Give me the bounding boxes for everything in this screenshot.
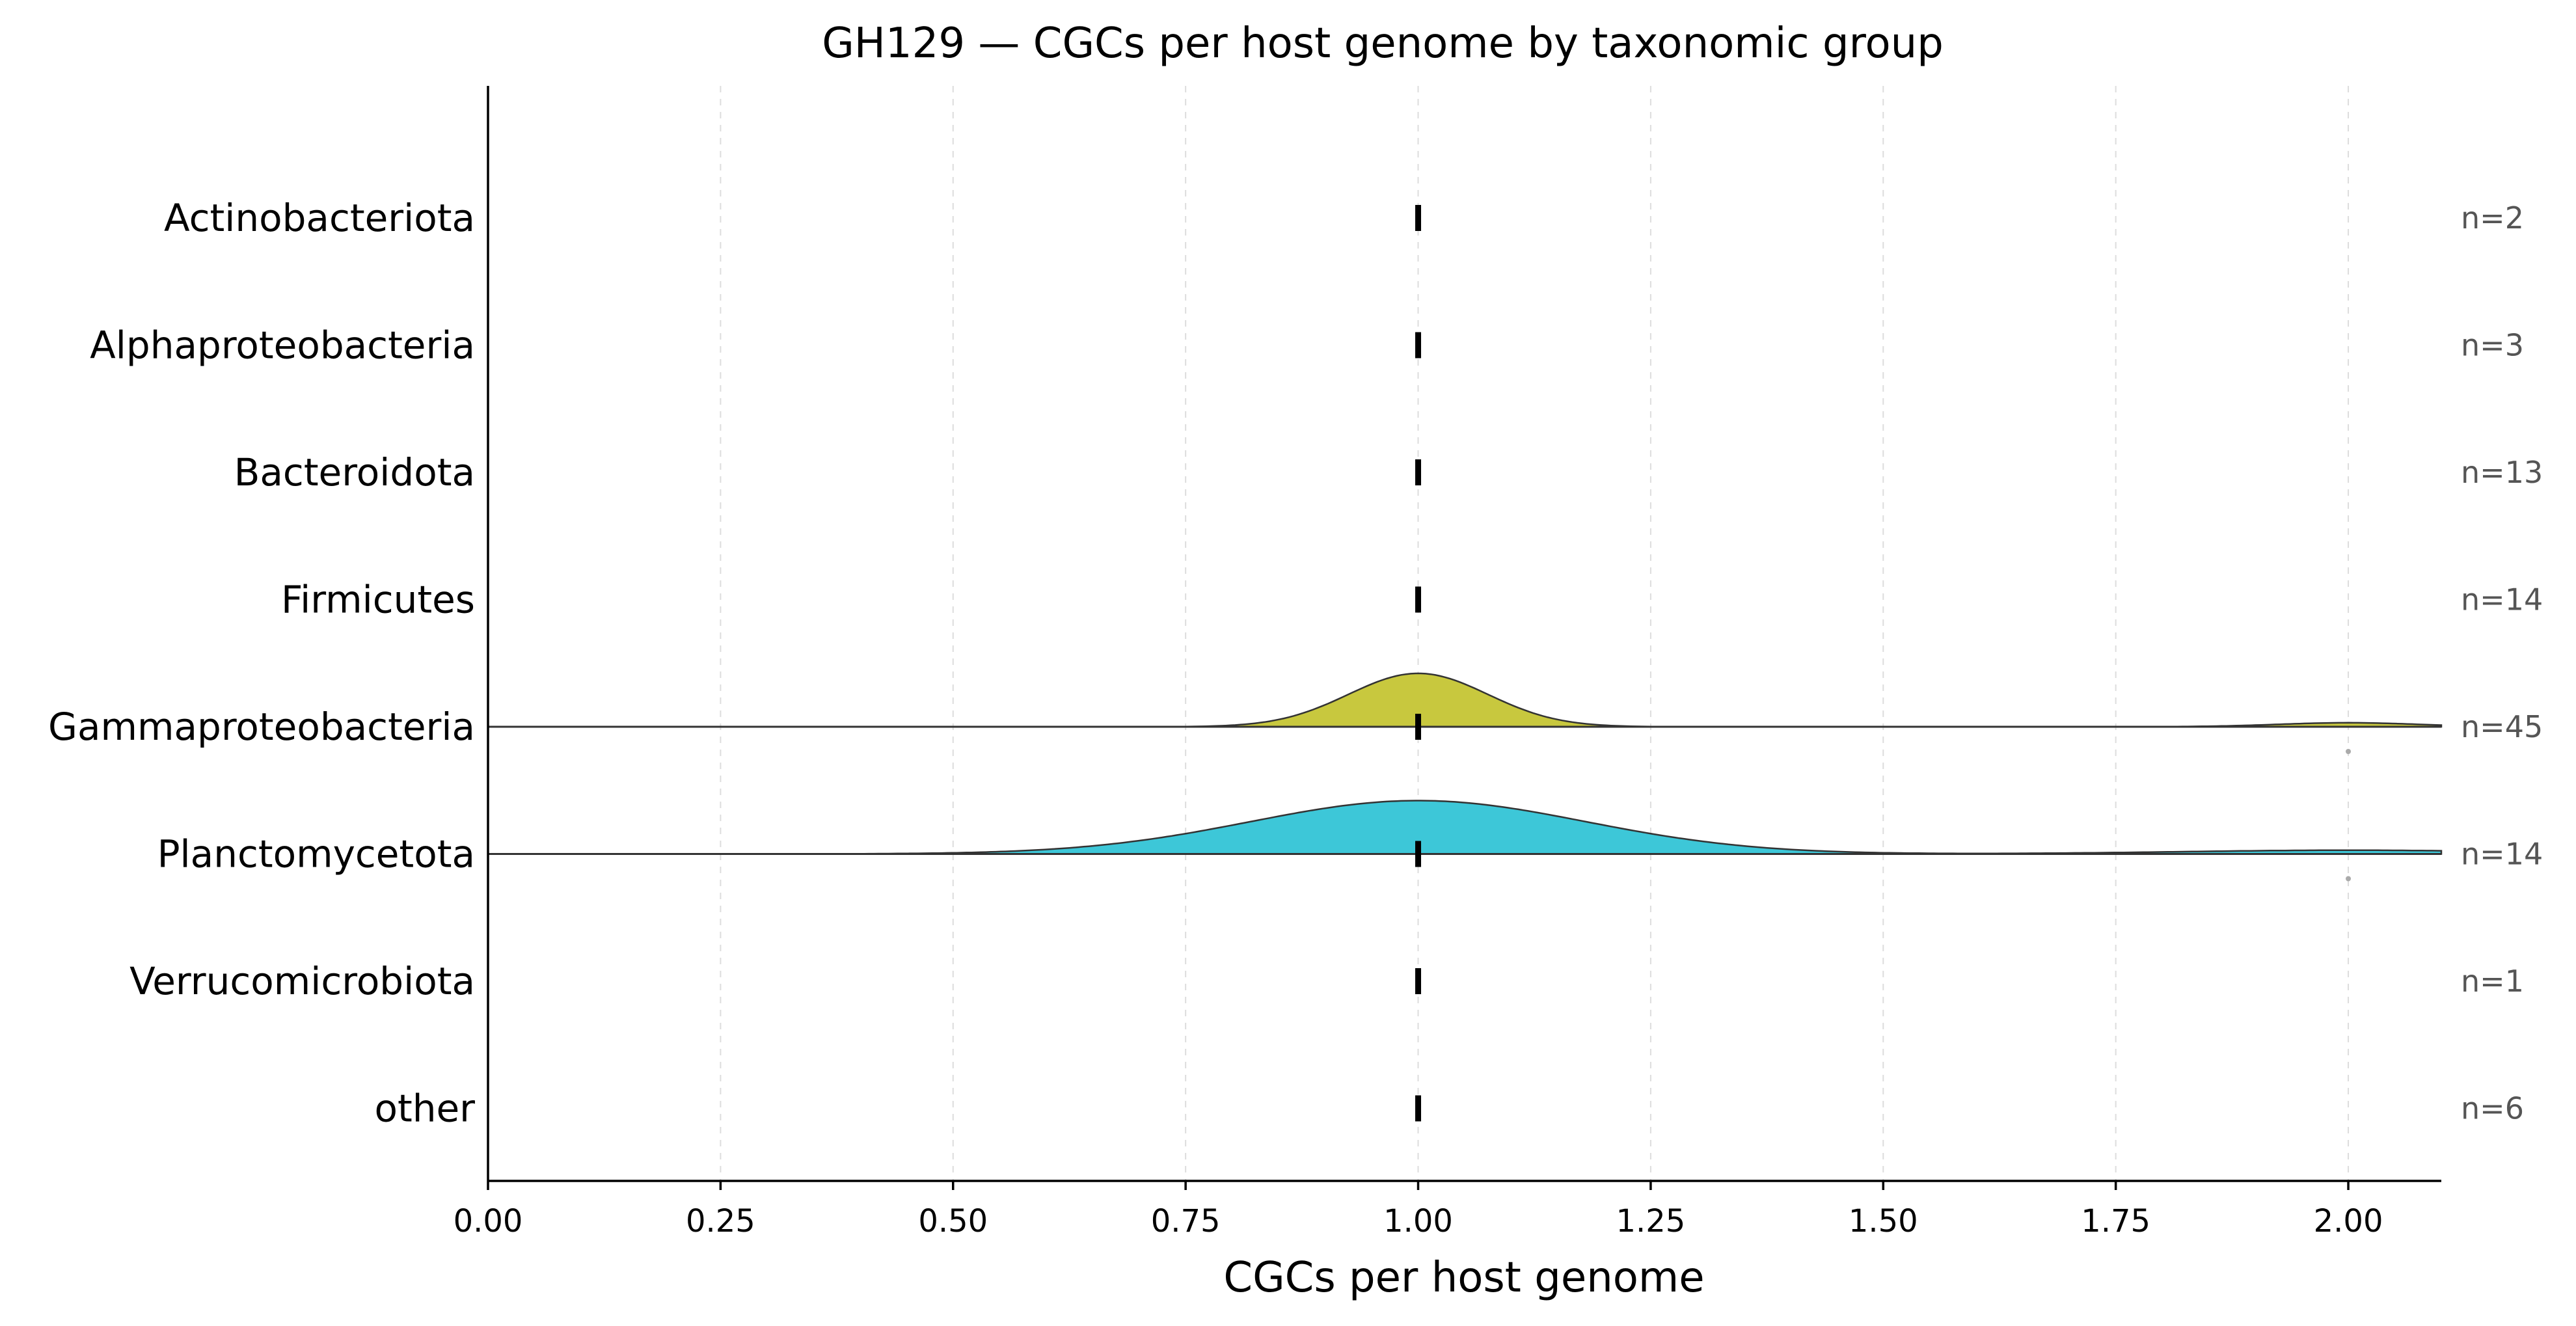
category-labels: Actinobacteriota Alphaproteobacteria Bacte… [48, 196, 475, 1131]
sample-size-labels: n=2 n=3 n=13 n=14 n=45 n=14 n=1 n=6 [2461, 200, 2543, 1126]
sample-size-label: n=13 [2461, 455, 2543, 490]
x-tick-label: 1.50 [1849, 1203, 1918, 1239]
x-axis-label: CGCs per host genome [1223, 1254, 1704, 1302]
x-tick-label: 1.75 [2081, 1203, 2150, 1239]
category-label: other [374, 1087, 475, 1131]
x-tick-label: 2.00 [2314, 1203, 2383, 1239]
category-label: Verrucomicrobiota [129, 959, 475, 1003]
sample-size-label: n=14 [2461, 582, 2543, 617]
x-tick-label: 0.75 [1151, 1203, 1221, 1239]
x-tick-label: 0.00 [454, 1203, 523, 1239]
x-tick-label: 0.50 [918, 1203, 988, 1239]
x-tick-label: 0.25 [686, 1203, 755, 1239]
x-tick-label: 1.00 [1383, 1203, 1453, 1239]
category-label: Actinobacteriota [164, 196, 475, 240]
sample-size-label: n=45 [2461, 709, 2543, 744]
density-layer [488, 672, 2443, 855]
category-label: Firmicutes [281, 578, 475, 622]
grid [720, 86, 2350, 1181]
outlier-point [2346, 749, 2352, 754]
sample-size-label: n=1 [2461, 964, 2524, 999]
x-tick-label: 1.25 [1616, 1203, 1685, 1239]
x-axis-ticks: 0.00 0.25 0.50 0.75 1.00 1.25 1.50 1.75 2.00 [454, 1181, 2383, 1239]
density-curve [488, 672, 2443, 728]
sample-size-label: n=14 [2461, 837, 2543, 872]
category-label: Planctomycetota [157, 832, 475, 876]
outlier-point [2346, 876, 2352, 882]
density-curve [488, 800, 2443, 855]
category-label: Gammaproteobacteria [48, 705, 475, 749]
chart-title: GH129 — CGCs per host genome by taxonomi… [822, 20, 1944, 68]
sample-size-label: n=3 [2461, 328, 2524, 363]
sample-size-label: n=2 [2461, 200, 2524, 236]
outlier-layer [2346, 749, 2352, 882]
sample-size-label: n=6 [2461, 1091, 2524, 1126]
category-label: Bacteroidota [234, 450, 475, 494]
category-label: Alphaproteobacteria [90, 323, 475, 368]
